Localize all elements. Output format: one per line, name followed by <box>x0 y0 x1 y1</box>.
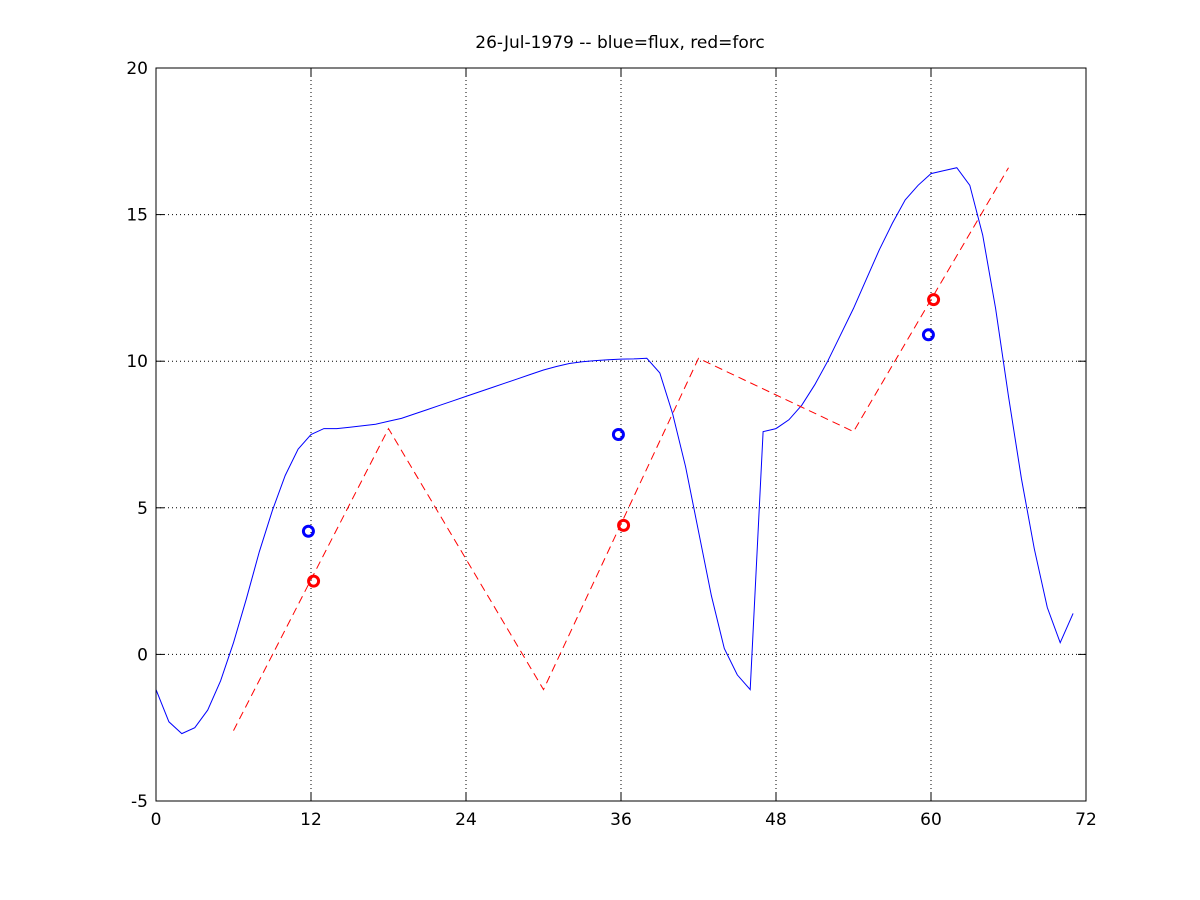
data-marker <box>617 518 631 532</box>
series-lines <box>155 167 1074 735</box>
x-tick-label: 24 <box>455 810 477 830</box>
data-marker <box>301 524 315 538</box>
x-tick-label: 48 <box>765 810 787 830</box>
data-marker <box>611 428 625 441</box>
x-tick-label: 36 <box>610 810 632 830</box>
flux-series-line <box>155 167 1074 735</box>
x-tick-label: 12 <box>300 810 322 830</box>
data-marker <box>921 328 935 342</box>
y-tick-label: 0 <box>137 645 148 665</box>
y-tick-label: 15 <box>126 206 148 226</box>
x-tick-label: 72 <box>1075 810 1097 830</box>
grid-lines <box>156 68 1086 801</box>
chart-title: 26-Jul-1979 -- blue=flux, red=forc <box>475 33 765 53</box>
data-markers <box>301 293 941 588</box>
forc-series-line <box>233 167 1009 731</box>
y-tick-label: 20 <box>126 59 148 79</box>
y-tick-label: 5 <box>137 499 148 519</box>
data-marker <box>927 293 941 307</box>
x-tick-label: 60 <box>920 810 942 830</box>
plot-frame <box>155 67 1087 802</box>
x-tick-label: 0 <box>151 810 162 830</box>
data-marker <box>307 574 321 588</box>
y-tick-label: 10 <box>126 352 148 372</box>
y-tick-label: -5 <box>131 792 148 812</box>
